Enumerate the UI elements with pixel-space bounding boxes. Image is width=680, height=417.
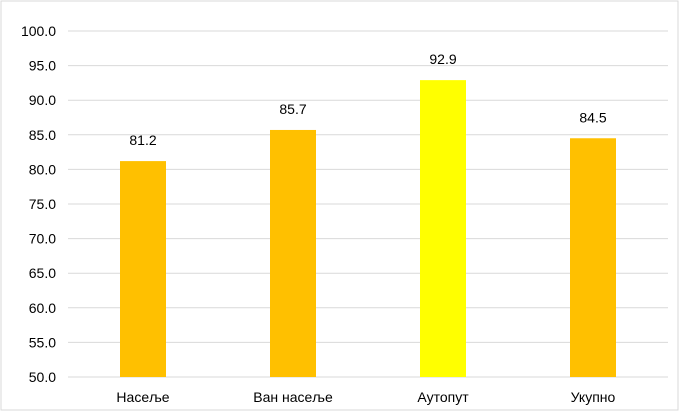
- y-tick-label: 80.0: [29, 161, 56, 177]
- y-axis-tick-labels: 50.0 55.0 60.0 65.0 70.0 75.0 80.0 85.0 90.0 95.0…: [21, 23, 56, 385]
- gridlines: [68, 30, 668, 378]
- bar-value-label: 85.7: [279, 101, 306, 117]
- y-tick-label: 95.0: [29, 58, 56, 74]
- bar: [420, 80, 466, 378]
- data-labels: 81.2 85.7 92.9 84.5: [129, 51, 606, 148]
- bar: [270, 129, 316, 377]
- x-category-label: Насеље: [116, 389, 169, 405]
- y-tick-label: 85.0: [29, 127, 56, 143]
- bar-value-label: 81.2: [129, 132, 156, 148]
- y-tick-label: 50.0: [29, 369, 56, 385]
- bar-value-label: 92.9: [429, 51, 456, 67]
- y-tick-label: 75.0: [29, 196, 56, 212]
- x-category-label: Укупно: [571, 389, 616, 405]
- y-tick-label: 55.0: [29, 334, 56, 350]
- bars: [120, 80, 616, 378]
- y-tick-label: 70.0: [29, 231, 56, 247]
- x-category-label: Ван насеље: [253, 389, 333, 405]
- bar: [570, 138, 616, 377]
- y-tick-label: 100.0: [21, 23, 56, 39]
- y-tick-label: 60.0: [29, 300, 56, 316]
- y-tick-label: 65.0: [29, 265, 56, 281]
- x-axis-category-labels: Насеље Ван насеље Аутопут Укупно: [116, 389, 615, 405]
- x-category-label: Аутопут: [417, 389, 469, 405]
- y-tick-label: 90.0: [29, 92, 56, 108]
- bar: [120, 161, 166, 377]
- bar-value-label: 84.5: [579, 109, 606, 125]
